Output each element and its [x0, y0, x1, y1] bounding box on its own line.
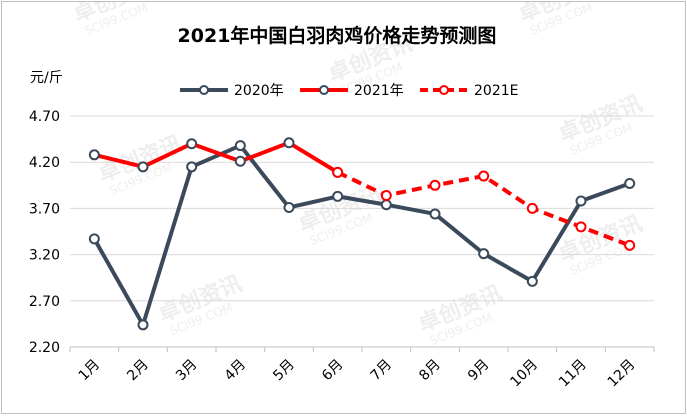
x-tick-label-2: 2月	[124, 357, 152, 385]
y-tick-2-20: 2.20	[29, 340, 60, 356]
point-2020-11	[575, 195, 587, 207]
point-2021e-9	[478, 170, 490, 182]
point-2020-2	[137, 319, 149, 331]
point-2020-6	[332, 190, 344, 202]
y-tick-labels: 2.20 2.70 3.20 3.70 4.20 4.70	[29, 109, 60, 356]
y-tick-3-20: 3.20	[29, 248, 60, 264]
legend-marker-2021e	[439, 85, 449, 95]
legend-marker-2021	[319, 85, 329, 95]
x-tick-label-11: 11月	[556, 357, 590, 391]
point-2020-8	[429, 208, 441, 220]
series-line-2021	[93, 140, 339, 175]
point-2021e-6	[332, 166, 344, 178]
point-2021-4	[234, 155, 246, 167]
x-axis: 1月 2月 3月 4月 5月 6月 7月 8月 9月 10月 11月 12月	[69, 346, 655, 391]
point-2021-3	[186, 138, 198, 150]
x-tick-label-9: 9月	[465, 357, 493, 385]
legend-marker-2020	[199, 85, 209, 95]
point-2020-12	[624, 177, 636, 189]
y-axis-label: 元/斤	[30, 70, 63, 86]
point-2020-10	[526, 275, 538, 287]
x-tick-label-7: 7月	[368, 357, 396, 385]
point-2021e-7	[380, 189, 392, 201]
y-tick-3-70: 3.70	[29, 201, 60, 217]
point-2021e-8	[429, 179, 441, 191]
legend-item-2021: 2021年	[300, 83, 404, 99]
point-2020-1	[88, 233, 100, 245]
legend-item-2021e: 2021E	[420, 83, 518, 99]
x-tick-label-6: 6月	[319, 357, 347, 385]
x-tick-label-8: 8月	[416, 357, 444, 385]
x-tick-label-4: 4月	[222, 357, 250, 385]
y-tick-4-70: 4.70	[29, 109, 60, 125]
x-tick-label-1: 1月	[76, 357, 104, 385]
x-tick-label-10: 10月	[507, 357, 541, 391]
x-tick-label-5: 5月	[270, 357, 298, 385]
series-2020	[88, 140, 636, 331]
legend-label-2021: 2021年	[354, 83, 404, 99]
point-2021e-11	[575, 221, 587, 233]
point-2020-4	[234, 140, 246, 152]
point-2021e-12	[624, 239, 636, 251]
series-2021e	[332, 166, 636, 251]
y-tick-2-70: 2.70	[29, 294, 60, 310]
series-2021	[88, 137, 344, 178]
y-tick-4-20: 4.20	[29, 155, 60, 171]
series-line-2020	[92, 143, 631, 327]
legend: 2020年 2021年 2021E	[180, 83, 518, 99]
chart-title: 2021年中国白羽肉鸡价格走势预测图	[178, 24, 497, 47]
legend-label-2021e: 2021E	[474, 83, 518, 99]
point-2020-9	[478, 248, 490, 260]
point-2021e-10	[526, 202, 538, 214]
point-2021-1	[88, 149, 100, 161]
x-tick-label-12: 12月	[605, 357, 639, 391]
point-2021-2	[137, 161, 149, 173]
point-2020-3	[186, 161, 198, 173]
legend-label-2020: 2020年	[234, 83, 284, 99]
point-2020-5	[283, 201, 295, 213]
point-2020-7	[380, 199, 392, 211]
series-layer	[88, 137, 636, 331]
point-2021-5	[283, 137, 295, 149]
legend-item-2020: 2020年	[180, 83, 284, 99]
x-tick-label-3: 3月	[173, 357, 201, 385]
